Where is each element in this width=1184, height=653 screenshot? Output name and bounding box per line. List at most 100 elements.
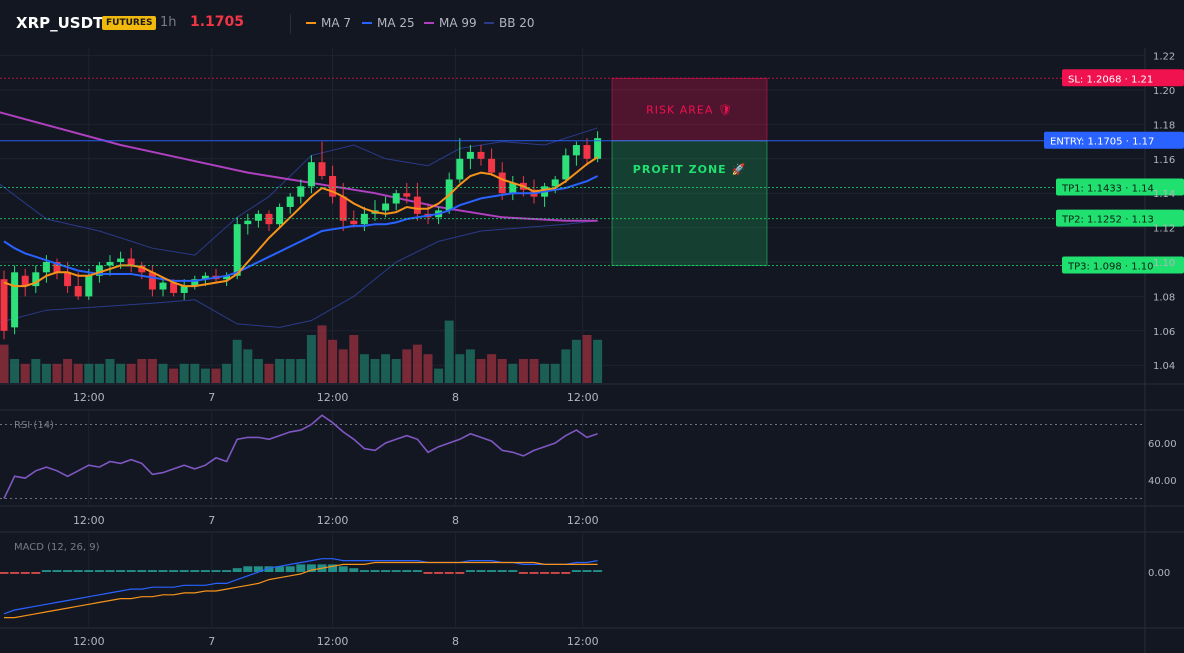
- symbol-name[interactable]: XRP_USDT: [16, 14, 104, 32]
- volume-bar: [582, 335, 592, 383]
- time-tick-label: 12:00: [317, 391, 349, 404]
- candle-body: [170, 282, 178, 293]
- volume-bar: [444, 320, 454, 383]
- candle-body: [254, 213, 262, 221]
- legend-ma25-swatch: [362, 22, 372, 24]
- legend-bb20-label: BB 20: [499, 16, 535, 30]
- macd-histogram-bar: [0, 572, 9, 574]
- tp3-level-label: TP3: 1.098 · 1.10: [1067, 261, 1153, 272]
- volume-bar: [200, 368, 210, 383]
- volume-bar: [487, 354, 497, 383]
- legend-ma7[interactable]: MA 7: [306, 16, 351, 30]
- volume-bar: [253, 359, 263, 383]
- volume-bar: [264, 363, 274, 383]
- candle-body: [64, 272, 72, 287]
- header-divider: [290, 14, 291, 34]
- volume-bar: [391, 359, 401, 383]
- macd-histogram-bar: [497, 570, 507, 572]
- volume-bar: [0, 344, 9, 383]
- volume-bar: [232, 339, 242, 383]
- volume-bar: [211, 368, 221, 383]
- candle-body: [223, 275, 231, 280]
- macd-histogram-bar: [402, 570, 412, 572]
- macd-histogram-bar: [158, 570, 168, 572]
- macd-histogram-bar: [338, 566, 348, 572]
- volume-bar: [243, 349, 253, 383]
- time-tick-label: 8: [452, 635, 459, 648]
- time-tick-label: 12:00: [567, 514, 599, 527]
- price-tick-label: 1.22: [1153, 52, 1175, 63]
- candle-body: [180, 286, 188, 293]
- volume-bar: [561, 349, 571, 383]
- candle-body: [477, 151, 485, 159]
- legend-ma7-label: MA 7: [321, 16, 352, 30]
- macd-histogram-bar: [434, 572, 444, 574]
- chart-background: [0, 48, 1184, 653]
- time-tick-label: 8: [452, 514, 459, 527]
- macd-histogram-bar: [328, 564, 338, 572]
- volume-bar: [105, 359, 115, 383]
- legend-ma25[interactable]: MA 25: [362, 16, 415, 30]
- price-tick-label: 1.20: [1153, 86, 1175, 97]
- entry-level-tag[interactable]: [1044, 131, 1184, 149]
- price-tick-label: 1.14: [1153, 189, 1175, 200]
- legend-ma99-label: MA 99: [439, 16, 477, 30]
- profit-zone: [611, 140, 768, 266]
- time-tick-label: 12:00: [73, 391, 105, 404]
- macd-histogram-bar: [455, 572, 465, 574]
- tp1-level-tag[interactable]: [1056, 178, 1184, 196]
- time-tick-label: 12:00: [317, 514, 349, 527]
- price-tick-label: 1.16: [1153, 155, 1175, 166]
- volume-bar: [31, 359, 41, 383]
- rsi-title: RSI (14): [14, 420, 54, 431]
- macd-histogram-bar: [529, 572, 539, 574]
- candle-body: [382, 203, 390, 211]
- last-price: 1.1705: [190, 14, 245, 30]
- candle-body: [297, 186, 305, 197]
- macd-histogram-bar: [444, 572, 454, 574]
- macd-histogram-bar: [306, 564, 316, 572]
- macd-histogram-bar: [169, 570, 179, 572]
- timeframe-label[interactable]: 1h: [160, 15, 177, 30]
- candle-body: [95, 265, 103, 276]
- candle-body: [53, 262, 61, 273]
- macd-histogram-bar: [593, 570, 603, 572]
- volume-bar: [328, 339, 338, 383]
- macd-histogram-bar: [465, 570, 475, 572]
- candle-body: [42, 262, 50, 273]
- candle-body: [233, 224, 241, 276]
- chart-header: XRP_USDT FUTURES 1h 1.1705 MA 7 MA 25 MA…: [0, 0, 1184, 48]
- price-tick-label: 1.18: [1153, 120, 1175, 131]
- candle-body: [562, 155, 570, 180]
- bollinger-upper-line: [0, 127, 598, 256]
- macd-histogram-bar: [550, 572, 560, 574]
- sl-level-tag[interactable]: [1062, 69, 1184, 87]
- tp2-level-tag[interactable]: [1056, 209, 1184, 227]
- time-tick-label: 8: [452, 391, 459, 404]
- volume-bar: [550, 363, 560, 383]
- entry-level-label: ENTRY: 1.1705 · 1.17: [1050, 137, 1154, 148]
- candle-body: [85, 275, 93, 297]
- macd-title: MACD (12, 26, 9): [14, 542, 100, 553]
- volume-bar: [476, 359, 486, 383]
- macd-histogram-bar: [126, 570, 136, 572]
- volume-bar: [84, 363, 94, 383]
- candle-body: [572, 145, 580, 156]
- volume-bar: [497, 359, 507, 383]
- volume-bar: [465, 349, 475, 383]
- legend-ma99[interactable]: MA 99: [424, 16, 477, 30]
- tp3-level-tag[interactable]: [1062, 256, 1184, 274]
- candle-body: [551, 179, 559, 187]
- volume-bar: [94, 363, 104, 383]
- legend-ma25-label: MA 25: [377, 16, 415, 30]
- volume-bar: [381, 354, 391, 383]
- candle-body: [138, 265, 146, 273]
- price-tick-label: 1.06: [1153, 327, 1175, 338]
- legend-bb20[interactable]: BB 20: [484, 16, 535, 30]
- volume-bar: [412, 344, 422, 383]
- macd-histogram-bar: [561, 572, 571, 574]
- volume-bar: [222, 363, 232, 383]
- candle-body: [329, 176, 337, 197]
- volume-bar: [20, 363, 30, 383]
